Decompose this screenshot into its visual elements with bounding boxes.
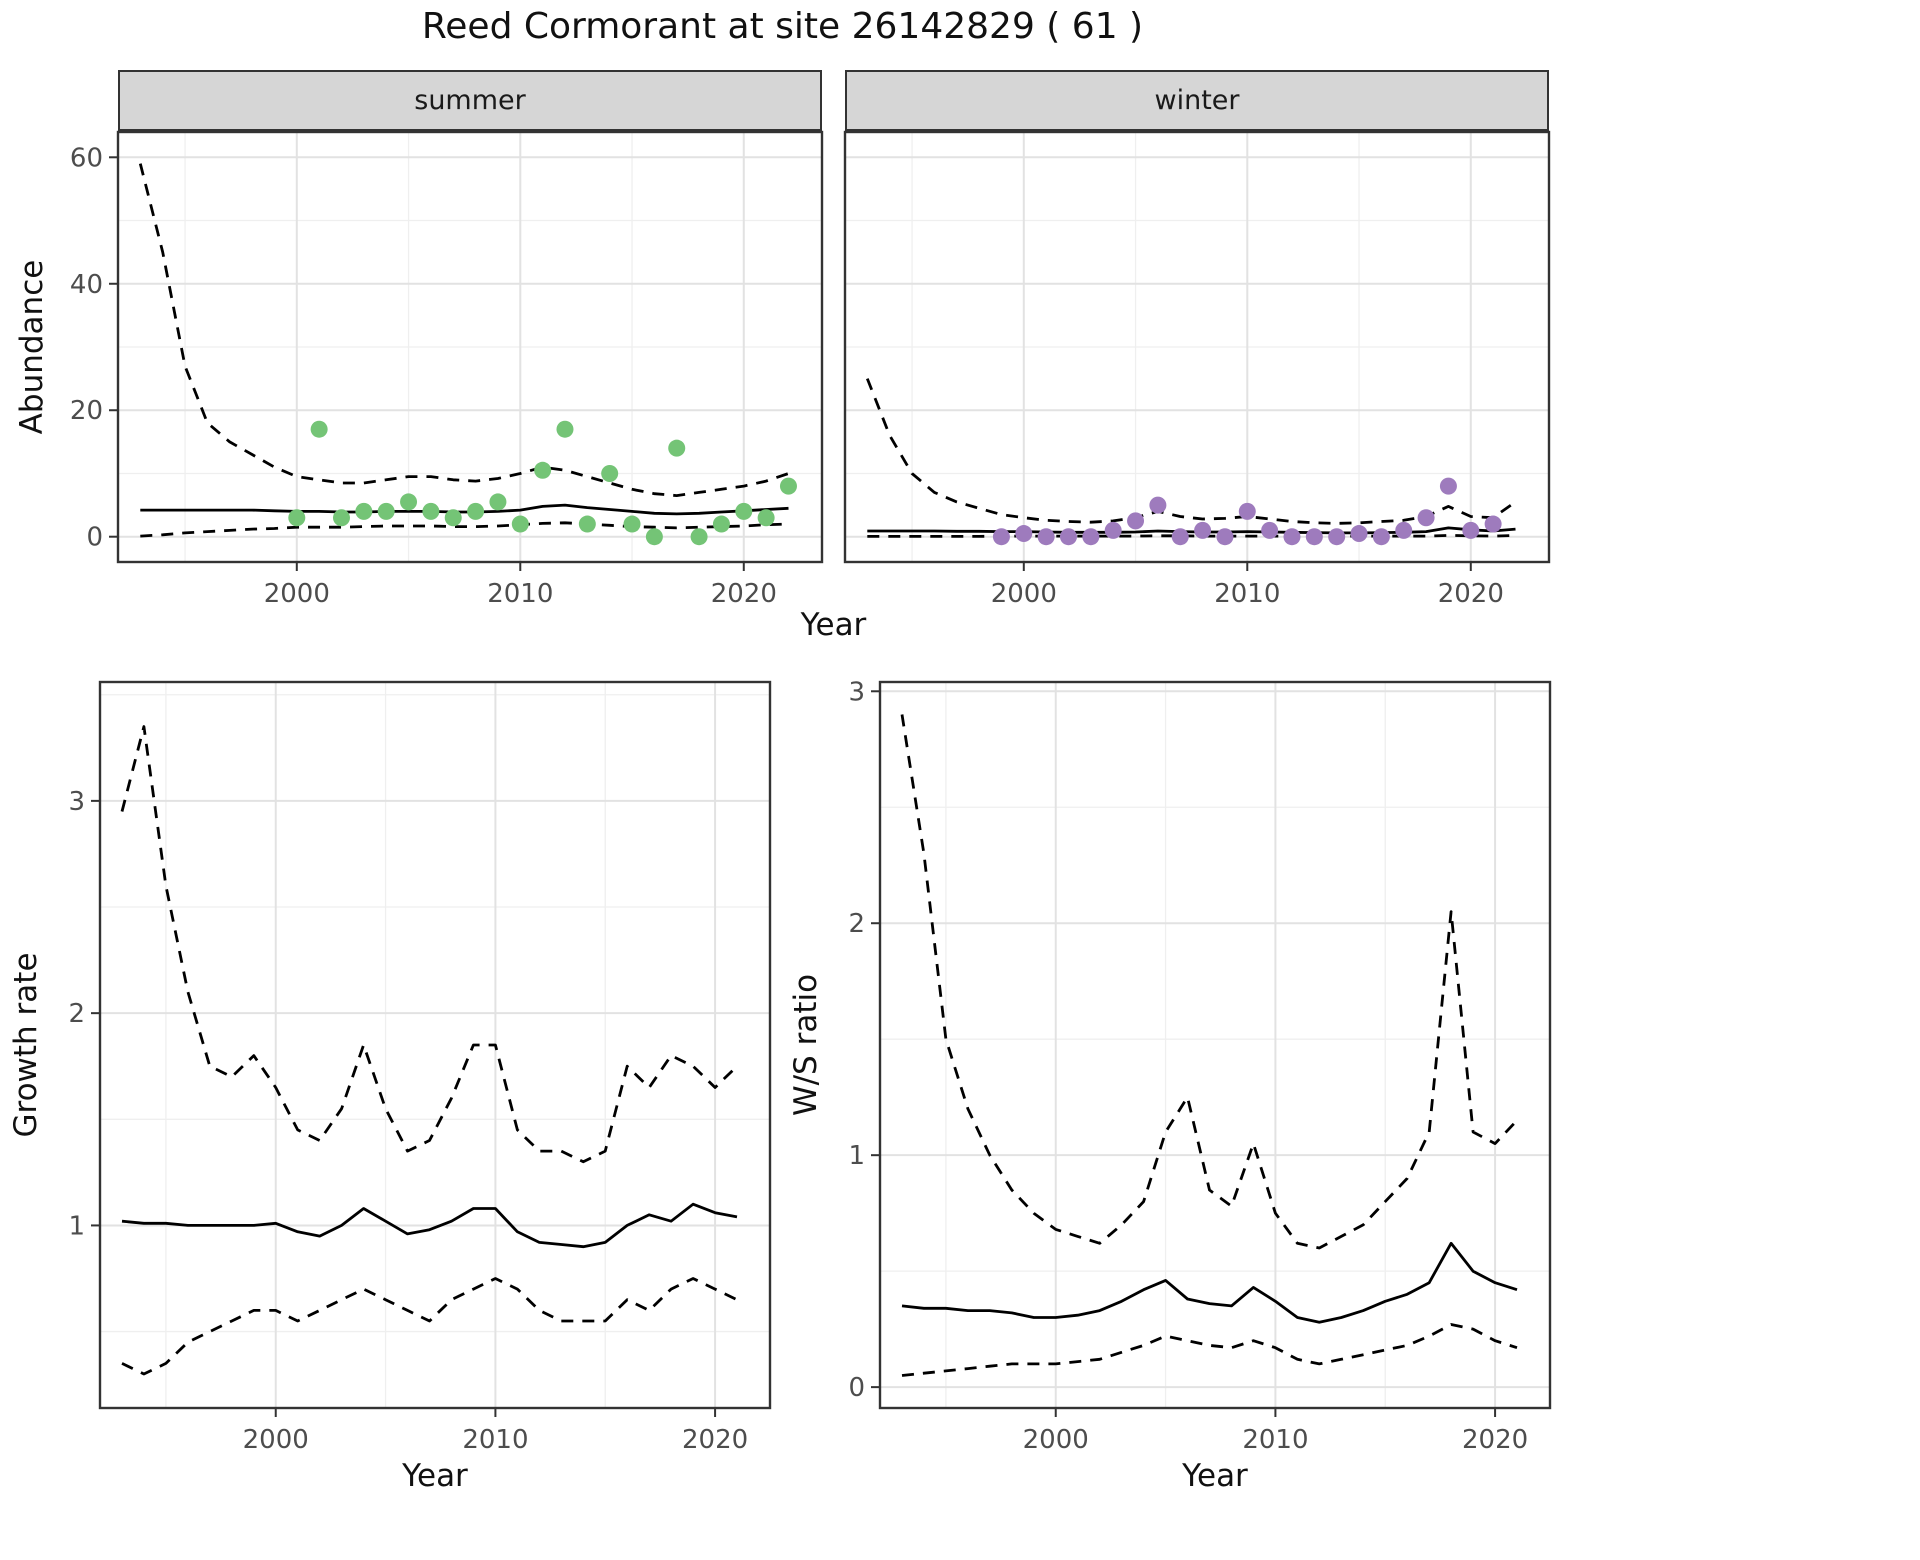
svg-text:2020: 2020: [711, 579, 777, 609]
svg-text:1: 1: [848, 1141, 865, 1171]
svg-text:1: 1: [68, 1211, 85, 1241]
svg-text:40: 40: [70, 270, 103, 300]
svg-text:0: 0: [86, 523, 103, 553]
svg-text:2020: 2020: [682, 1425, 748, 1455]
svg-text:2010: 2010: [487, 579, 553, 609]
svg-text:3: 3: [848, 677, 865, 707]
facet-strip-summer: summer: [118, 70, 822, 131]
svg-text:20: 20: [70, 396, 103, 426]
abundance-x-axis-label: Year: [800, 607, 867, 643]
growth-rate-x-axis-label: Year: [402, 1458, 468, 1494]
svg-text:2000: 2000: [991, 579, 1057, 609]
abundance-winter-chart: 2000 2010 2020: [843, 130, 1551, 609]
svg-text:2: 2: [848, 909, 865, 939]
abundance-summer-chart: 2000 2010 2020 0 20 40 60: [70, 130, 824, 609]
facet-strip-winter: winter: [845, 70, 1549, 131]
svg-text:0: 0: [848, 1373, 865, 1403]
svg-text:2020: 2020: [1462, 1425, 1528, 1455]
ws-ratio-x-axis-label: Year: [1182, 1458, 1248, 1494]
svg-text:3: 3: [68, 787, 85, 817]
chart-title: Reed Cormorant at site 26142829 ( 61 ): [421, 6, 1144, 47]
svg-text:2020: 2020: [1438, 579, 1504, 609]
svg-text:2010: 2010: [1242, 1425, 1308, 1455]
svg-text:2000: 2000: [243, 1425, 309, 1455]
svg-text:2000: 2000: [1023, 1425, 1089, 1455]
svg-text:2000: 2000: [264, 579, 330, 609]
growth-rate-chart: 2000 2010 2020 1 2 3: [68, 680, 772, 1455]
svg-text:2010: 2010: [462, 1425, 528, 1455]
ws-ratio-chart: 2000 2010 2020 0 1 2 3: [848, 677, 1552, 1455]
svg-text:2: 2: [68, 999, 85, 1029]
abundance-axis-label: Abundance: [14, 259, 50, 435]
svg-text:2010: 2010: [1214, 579, 1280, 609]
svg-text:60: 60: [70, 143, 103, 173]
